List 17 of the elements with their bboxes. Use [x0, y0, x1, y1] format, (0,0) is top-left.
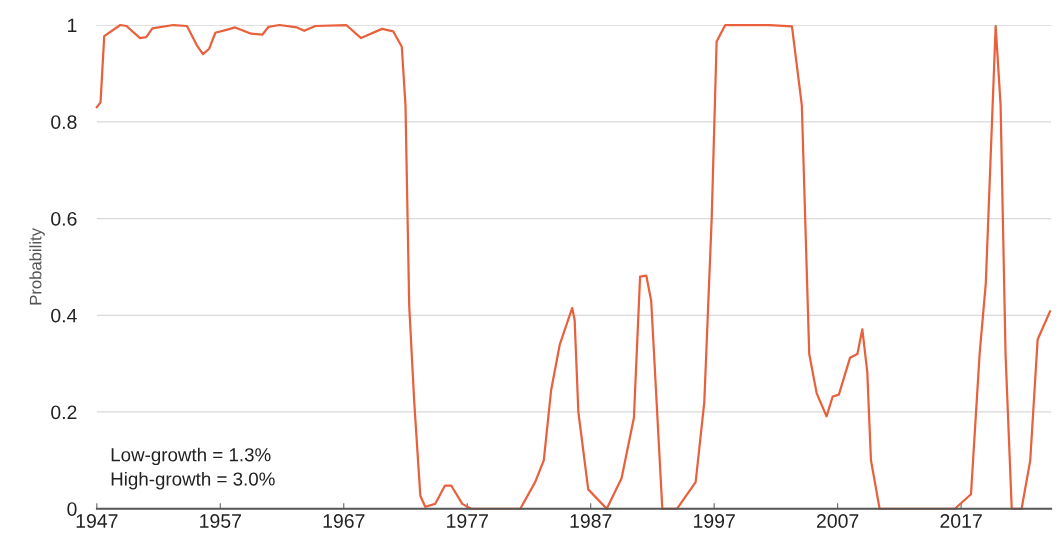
y-tick-label: 0.6 [51, 211, 77, 226]
x-tick-label: 1947 [76, 514, 118, 528]
annotation: Low-growth = 1.3% High-growth = 3.0% [111, 447, 275, 490]
y-axis-title: Probability [29, 228, 45, 305]
x-tick-label: 2017 [940, 514, 982, 528]
x-tick-label: 2007 [816, 514, 859, 528]
y-tick-label: 0 [67, 502, 77, 516]
line-series [95, 23, 1052, 510]
x-tick-label: 1957 [200, 514, 241, 528]
x-tick-label: 1977 [447, 514, 488, 528]
x-tick-label: 1997 [694, 514, 735, 528]
y-tick-label: 0.4 [51, 308, 77, 323]
y-tick-label: 0.8 [51, 115, 77, 129]
x-tick-label: 1967 [323, 514, 365, 528]
y-tick-label: 0.2 [51, 405, 77, 420]
x-tick-label: 1987 [570, 514, 612, 528]
y-tick-label: 1 [68, 18, 77, 33]
